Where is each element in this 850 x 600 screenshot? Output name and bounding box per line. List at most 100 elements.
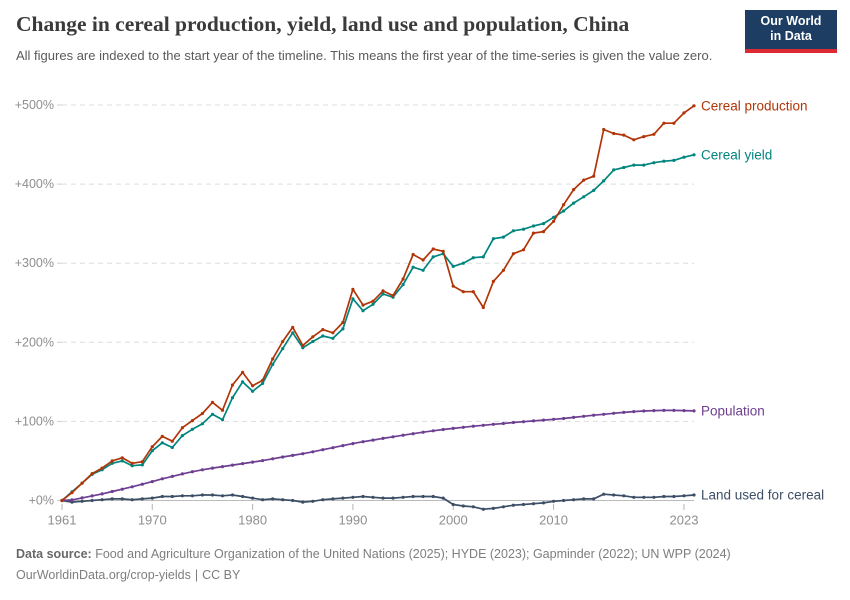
data-point-marker: [150, 496, 154, 500]
data-point-marker: [251, 460, 255, 464]
data-point-marker: [491, 422, 495, 426]
data-point-marker: [431, 494, 435, 499]
data-point-marker: [692, 153, 696, 157]
data-point-marker: [662, 494, 666, 499]
data-point-marker: [401, 495, 405, 499]
data-point-marker: [200, 422, 204, 426]
series-land-used-for-cereal: Land used for cereal: [60, 487, 824, 511]
data-point-marker: [572, 188, 576, 192]
data-point-marker: [80, 481, 84, 485]
data-point-marker: [341, 444, 345, 448]
data-point-marker: [220, 494, 225, 498]
data-point-marker: [210, 466, 215, 470]
data-point-marker: [261, 381, 265, 385]
data-point-marker: [351, 495, 355, 499]
data-point-marker: [130, 498, 134, 502]
data-point-marker: [521, 502, 526, 507]
data-point-marker: [602, 492, 606, 496]
data-point-marker: [190, 470, 194, 474]
data-point-marker: [200, 468, 204, 472]
data-point-marker: [622, 494, 626, 498]
data-point-marker: [371, 299, 375, 303]
data-point-marker: [230, 396, 235, 400]
data-point-marker: [80, 496, 84, 500]
page-title: Change in cereal production, yield, land…: [16, 12, 630, 36]
data-point-marker: [682, 155, 686, 159]
data-point-marker: [361, 309, 365, 313]
series-cereal-yield: Cereal yield: [60, 147, 772, 503]
data-point-marker: [431, 429, 435, 433]
data-point-marker: [391, 496, 395, 500]
series-population: Population: [60, 403, 765, 503]
y-tick-label: +500%: [15, 98, 54, 112]
data-point-marker: [190, 419, 194, 423]
data-point-marker: [662, 408, 666, 412]
x-tick-label: 1961: [48, 513, 77, 528]
data-point-marker: [60, 498, 64, 503]
data-point-marker: [261, 498, 265, 502]
data-point-marker: [90, 494, 94, 498]
data-point-marker: [471, 256, 475, 260]
data-point-marker: [190, 494, 194, 498]
data-point-marker: [351, 442, 355, 446]
y-axis: +0% +100% +200% +300% +400% +500%: [15, 98, 694, 508]
data-point-marker: [672, 121, 676, 125]
data-point-marker: [341, 496, 345, 500]
data-point-marker: [321, 334, 325, 338]
attribution-line: OurWorldinData.org/crop-yields | CC BY: [16, 565, 836, 586]
series-line: [61, 153, 695, 502]
data-point-marker: [120, 456, 124, 460]
data-point-marker: [692, 493, 696, 497]
data-point-marker: [652, 409, 656, 413]
data-point-marker: [531, 419, 536, 423]
data-point-marker: [421, 430, 425, 434]
data-point-marker: [110, 497, 114, 501]
data-point-marker: [140, 463, 144, 467]
data-point-marker: [572, 201, 576, 205]
data-point-marker: [391, 294, 395, 298]
data-source-label: Data source:: [16, 547, 92, 561]
data-point-marker: [180, 426, 184, 430]
data-point-marker: [582, 178, 586, 182]
data-point-marker: [552, 499, 556, 503]
data-point-marker: [501, 235, 505, 239]
data-point-marker: [531, 502, 536, 506]
data-point-marker: [371, 438, 375, 442]
data-point-marker: [491, 237, 495, 241]
data-point-marker: [321, 498, 325, 502]
data-point-marker: [592, 188, 596, 192]
data-point-marker: [251, 384, 255, 388]
series-line: [61, 493, 695, 511]
data-point-marker: [461, 261, 465, 265]
data-point-marker: [471, 290, 475, 294]
data-point-marker: [210, 412, 215, 416]
data-point-marker: [602, 412, 606, 416]
data-point-marker: [642, 409, 646, 413]
data-point-marker: [511, 229, 515, 233]
data-point-marker: [582, 497, 586, 501]
data-point-marker: [281, 339, 285, 344]
data-point-marker: [421, 258, 425, 262]
y-tick-label: +200%: [15, 335, 54, 349]
data-point-marker: [210, 400, 215, 404]
data-point-marker: [642, 163, 646, 167]
data-point-marker: [511, 420, 515, 425]
data-point-marker: [200, 493, 204, 497]
data-point-marker: [612, 493, 616, 497]
data-point-marker: [692, 409, 696, 413]
owid-logo: Our World in Data: [745, 10, 837, 53]
data-point-marker: [90, 472, 94, 476]
data-point-marker: [642, 495, 646, 499]
data-point-marker: [391, 435, 395, 439]
x-axis: 1961 1970 1980 1990 2000 2010 2023: [48, 504, 698, 528]
data-point-marker: [180, 434, 184, 438]
data-point-marker: [341, 327, 345, 331]
data-point-marker: [160, 441, 164, 445]
data-point-marker: [281, 347, 285, 351]
data-point-marker: [411, 494, 415, 499]
data-point-marker: [100, 498, 104, 502]
data-point-marker: [210, 493, 215, 497]
data-point-marker: [612, 168, 616, 172]
owid-link[interactable]: OurWorldinData.org/crop-yields: [16, 568, 191, 583]
data-point-marker: [632, 138, 636, 142]
